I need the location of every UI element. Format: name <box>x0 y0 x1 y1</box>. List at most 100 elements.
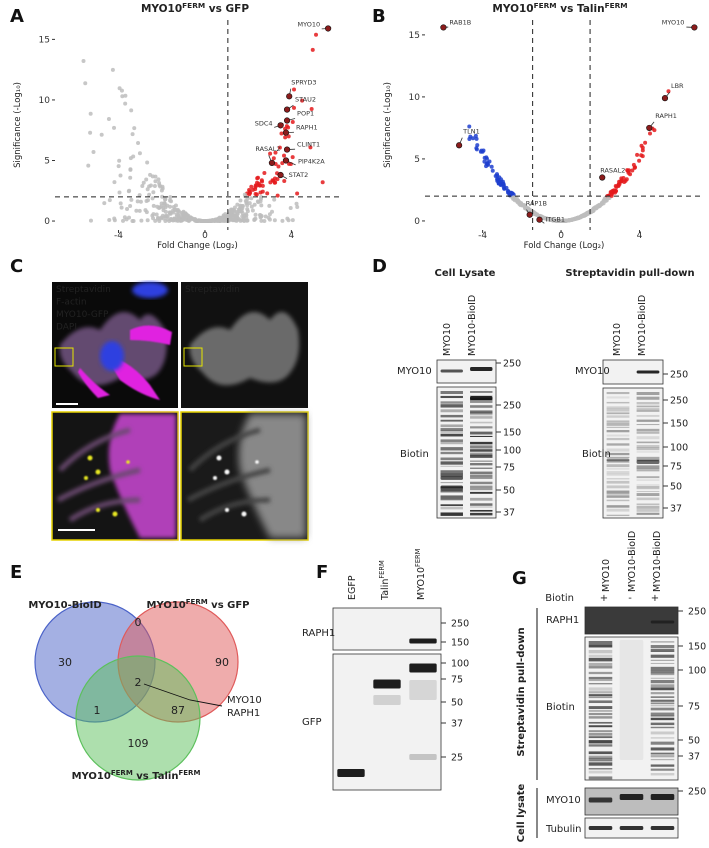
background-point <box>119 205 124 210</box>
band <box>636 486 660 490</box>
band <box>606 499 630 502</box>
band <box>588 736 613 739</box>
background-point <box>240 211 245 216</box>
background-point <box>138 199 143 204</box>
band <box>588 759 613 763</box>
background-point <box>139 218 144 223</box>
band <box>636 468 660 472</box>
marker-label: 75 <box>451 675 463 686</box>
background-point <box>137 193 142 198</box>
band <box>588 776 613 780</box>
text-part: vs GFP <box>205 3 249 15</box>
band <box>440 369 463 373</box>
background-point <box>282 179 287 184</box>
background-point <box>241 218 246 223</box>
blot <box>332 607 442 651</box>
marker-label: 250 <box>451 619 469 630</box>
band <box>606 420 630 423</box>
band <box>337 769 365 777</box>
band <box>470 397 493 401</box>
background-point <box>137 208 142 213</box>
chart-title: MYO10FERM vs GFP <box>141 1 249 16</box>
background-point <box>167 211 172 216</box>
band <box>650 731 675 735</box>
background-point <box>249 196 254 201</box>
band <box>606 471 630 474</box>
band <box>650 794 675 800</box>
background-point <box>153 179 158 184</box>
background-point <box>253 212 258 217</box>
band <box>650 707 675 711</box>
band <box>650 672 675 676</box>
background-point <box>282 153 287 158</box>
background-point <box>181 209 186 214</box>
band <box>470 481 493 485</box>
marker-label: 150 <box>503 428 521 439</box>
band <box>650 648 675 652</box>
band <box>588 687 613 691</box>
gene-label: RAPH1 <box>296 124 318 132</box>
band <box>470 452 493 456</box>
band <box>440 495 463 499</box>
background-point <box>259 178 264 183</box>
text-part: vs GFP <box>208 600 250 611</box>
band <box>650 699 675 702</box>
text-part: FERM <box>111 769 133 777</box>
venn-count: 30 <box>58 656 72 669</box>
band <box>440 428 463 432</box>
highlight-point <box>325 25 332 32</box>
treatment-value: - <box>628 593 632 604</box>
background-point <box>570 217 575 222</box>
background-point <box>245 207 250 212</box>
background-point <box>160 194 165 199</box>
band <box>606 422 630 426</box>
marker-label: 37 <box>451 719 463 730</box>
band <box>606 464 630 468</box>
band <box>470 431 493 435</box>
background-point <box>626 168 631 173</box>
band <box>588 700 613 704</box>
venn-set <box>75 655 201 781</box>
band <box>636 460 660 464</box>
background-point <box>102 201 107 206</box>
band <box>606 452 630 456</box>
background-point <box>288 206 293 211</box>
band <box>470 503 493 506</box>
marker-label: 75 <box>688 702 700 713</box>
gene-label: MYO10 <box>662 18 685 26</box>
background-point <box>130 218 135 223</box>
background-point <box>280 161 285 166</box>
nucleus <box>132 282 168 298</box>
marker-label: 100 <box>503 446 521 457</box>
text-part: FERM <box>414 548 422 567</box>
band <box>650 715 675 718</box>
background-point <box>475 143 480 148</box>
background-point <box>107 198 112 203</box>
background-point <box>501 185 506 190</box>
band <box>650 641 675 643</box>
background-point <box>575 216 580 221</box>
background-point <box>630 168 635 173</box>
venn-count: 87 <box>171 704 185 717</box>
gene-label: RAB1B <box>449 18 471 26</box>
band <box>373 679 401 689</box>
puncta <box>84 455 130 517</box>
band <box>470 454 493 458</box>
background-point <box>643 140 648 145</box>
band <box>650 722 675 726</box>
background-point <box>107 218 112 223</box>
band <box>440 419 463 422</box>
band <box>636 396 660 400</box>
background-point <box>314 32 319 37</box>
background-point <box>88 218 93 223</box>
background-point <box>155 204 160 209</box>
background-point <box>273 150 278 155</box>
channel-label: Streptavidin <box>56 285 111 295</box>
background-point <box>163 209 168 214</box>
actin-zoom <box>108 414 176 538</box>
background-point <box>482 155 487 160</box>
callout-label: RAPH1 <box>227 708 260 719</box>
x-tick-label: 4 <box>289 231 295 241</box>
gene-label: MYO10 <box>297 20 320 28</box>
